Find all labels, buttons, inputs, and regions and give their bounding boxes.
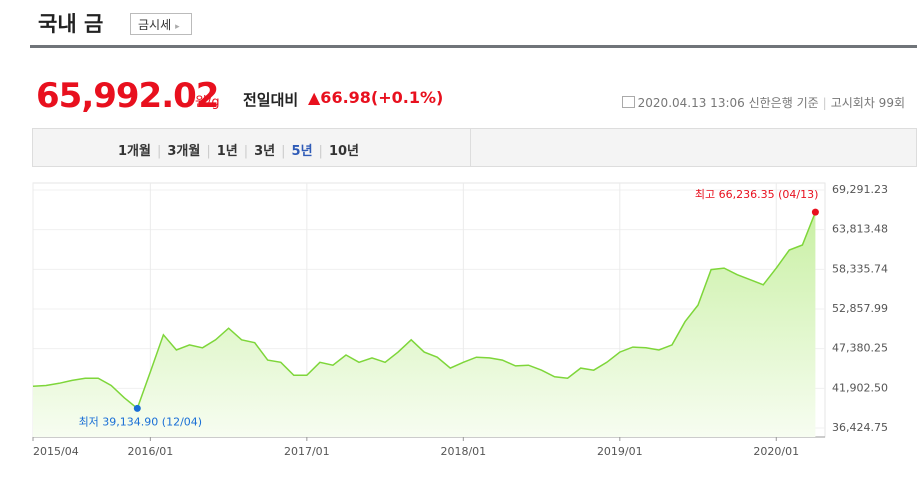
tab[interactable]: 10년 — [328, 144, 359, 159]
tab[interactable]: 3년 — [254, 144, 276, 159]
annotation-dot — [811, 208, 819, 216]
tab-bar: 1개월 | 3개월 | 1년 | 3년 | 5년 | 10년 — [32, 128, 917, 167]
y-tick-label: 69,291.23 — [832, 183, 888, 196]
annotation-label: 최저 39,134.90 (12/04) — [79, 415, 203, 428]
tab[interactable]: 5년 — [291, 144, 313, 159]
tab-separator: | — [243, 144, 249, 159]
divider — [30, 45, 917, 48]
tab-separator: | — [206, 144, 211, 159]
tab[interactable]: 3개월 — [167, 144, 201, 159]
title: 국내 금 — [38, 12, 104, 36]
x-tick-label: 2018/01 — [440, 445, 486, 458]
unit: 원/g — [195, 95, 220, 110]
price: 65,992.02 — [36, 76, 219, 116]
change: ▲66.98(+0.1%) — [308, 88, 444, 107]
x-tick-label: 2015/04 — [33, 445, 79, 458]
tab-list: 1개월 | 3개월 | 1년 | 3년 | 5년 | 10년 — [118, 140, 359, 159]
x-tick-label: 2020/01 — [753, 445, 799, 458]
tab[interactable]: 1개월 — [118, 144, 151, 159]
annotation-label: 최고 66,236.35 (04/13) — [695, 188, 819, 201]
y-tick-label: 63,813.48 — [832, 223, 888, 236]
x-tick-label: 2019/01 — [597, 445, 643, 458]
tab-separator: | — [156, 144, 162, 159]
line — [32, 211, 817, 410]
tab[interactable]: 1년 — [216, 144, 238, 159]
y-tick-label: 58,335.74 — [832, 262, 888, 275]
annotation-dot — [133, 404, 141, 412]
info: 2020.04.13 13:06 신한은행 기준 | 고시회차 99회 — [621, 94, 905, 111]
tab-divider — [470, 129, 471, 166]
bank: 신한은행 기준 — [748, 96, 819, 110]
tab-separator: | — [318, 144, 323, 159]
area — [33, 212, 816, 437]
x-tick-label: 2017/01 — [284, 445, 330, 458]
y-tick-label: 41,902.50 — [832, 381, 888, 394]
round: 고시회차 99회 — [830, 96, 905, 110]
button-label: 금시세 — [138, 18, 172, 32]
y-tick-label: 36,424.75 — [832, 421, 888, 434]
change-label: 전일대비 — [243, 91, 299, 109]
tab-separator: | — [281, 144, 286, 159]
x-tick-label: 2016/01 — [128, 445, 174, 458]
y-tick-label: 47,380.25 — [832, 342, 888, 355]
datetime: 2020.04.13 13:06 — [637, 96, 745, 110]
price-button[interactable]: 금시세 ▸ — [130, 13, 192, 35]
y-tick-label: 52,857.99 — [832, 302, 888, 315]
